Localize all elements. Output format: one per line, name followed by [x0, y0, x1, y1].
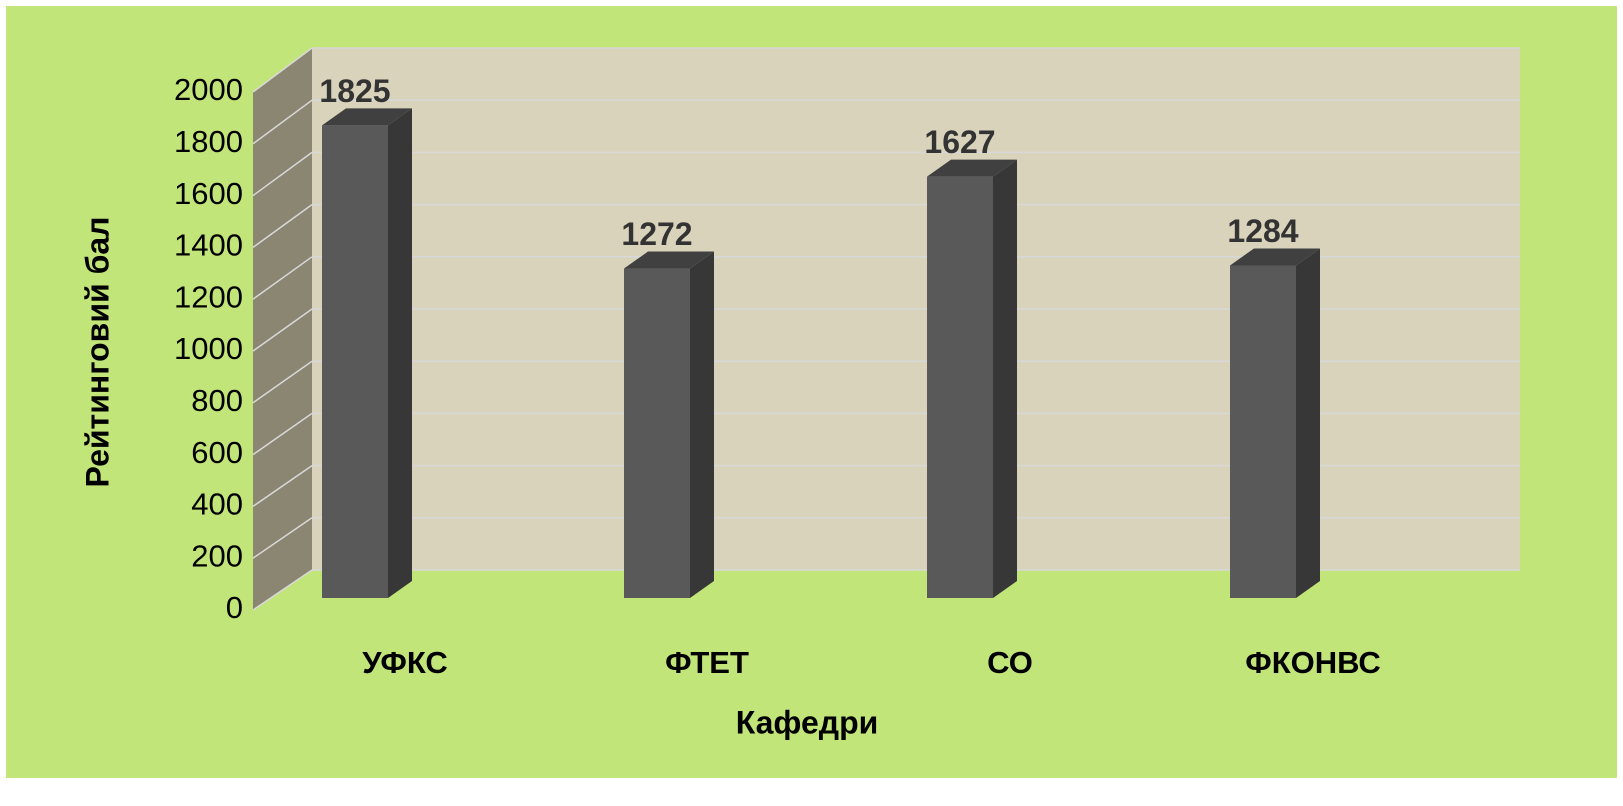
y-tick-label: 1400 [174, 228, 243, 263]
y-tick-label: 2000 [174, 72, 243, 107]
value-label: 1272 [621, 216, 692, 252]
bar-side [1296, 248, 1320, 598]
grid-line-side [252, 360, 313, 404]
bar-top [322, 108, 412, 126]
bar-side [690, 251, 714, 598]
side-wall [253, 48, 312, 610]
x-tick-label: ФКОНВС [1245, 645, 1380, 680]
y-tick-label: 1600 [174, 176, 243, 211]
bar [1230, 265, 1296, 598]
grid-line-side [252, 464, 313, 508]
grid-line-side [252, 256, 313, 300]
bar [624, 268, 690, 598]
bar [927, 176, 993, 598]
grid-line-side [252, 99, 313, 145]
y-tick-label: 600 [191, 435, 243, 470]
bar-top [1230, 248, 1320, 266]
grid-line-side [252, 47, 313, 93]
bar-top [927, 159, 1017, 177]
grid-line-side [252, 151, 313, 197]
grid-line-side [252, 517, 313, 559]
y-tick-label: 200 [191, 538, 243, 573]
x-tick-label: ФТЕТ [665, 645, 749, 680]
x-axis-title: Кафедри [736, 704, 879, 740]
y-tick-label: 0 [226, 590, 243, 625]
y-tick-label: 1800 [174, 124, 243, 159]
y-axis-title: Рейтинговий бал [79, 217, 115, 488]
y-tick-label: 400 [191, 487, 243, 522]
grid-line-side [252, 412, 313, 456]
value-label: 1284 [1227, 213, 1298, 249]
grid-line-side [252, 203, 313, 249]
bar [322, 125, 388, 598]
y-tick-label: 800 [191, 383, 243, 418]
bar-side [993, 159, 1017, 598]
grid-line-side [252, 308, 313, 352]
value-label: 1627 [924, 124, 995, 160]
x-tick-label: УФКС [362, 645, 447, 680]
x-tick-label: СО [987, 645, 1033, 680]
y-tick-label: 1200 [174, 279, 243, 314]
value-label: 1825 [319, 73, 390, 109]
y-tick-label: 1000 [174, 331, 243, 366]
grid-line-side [252, 569, 313, 611]
bar-top [624, 251, 714, 269]
bar-side [388, 108, 412, 598]
